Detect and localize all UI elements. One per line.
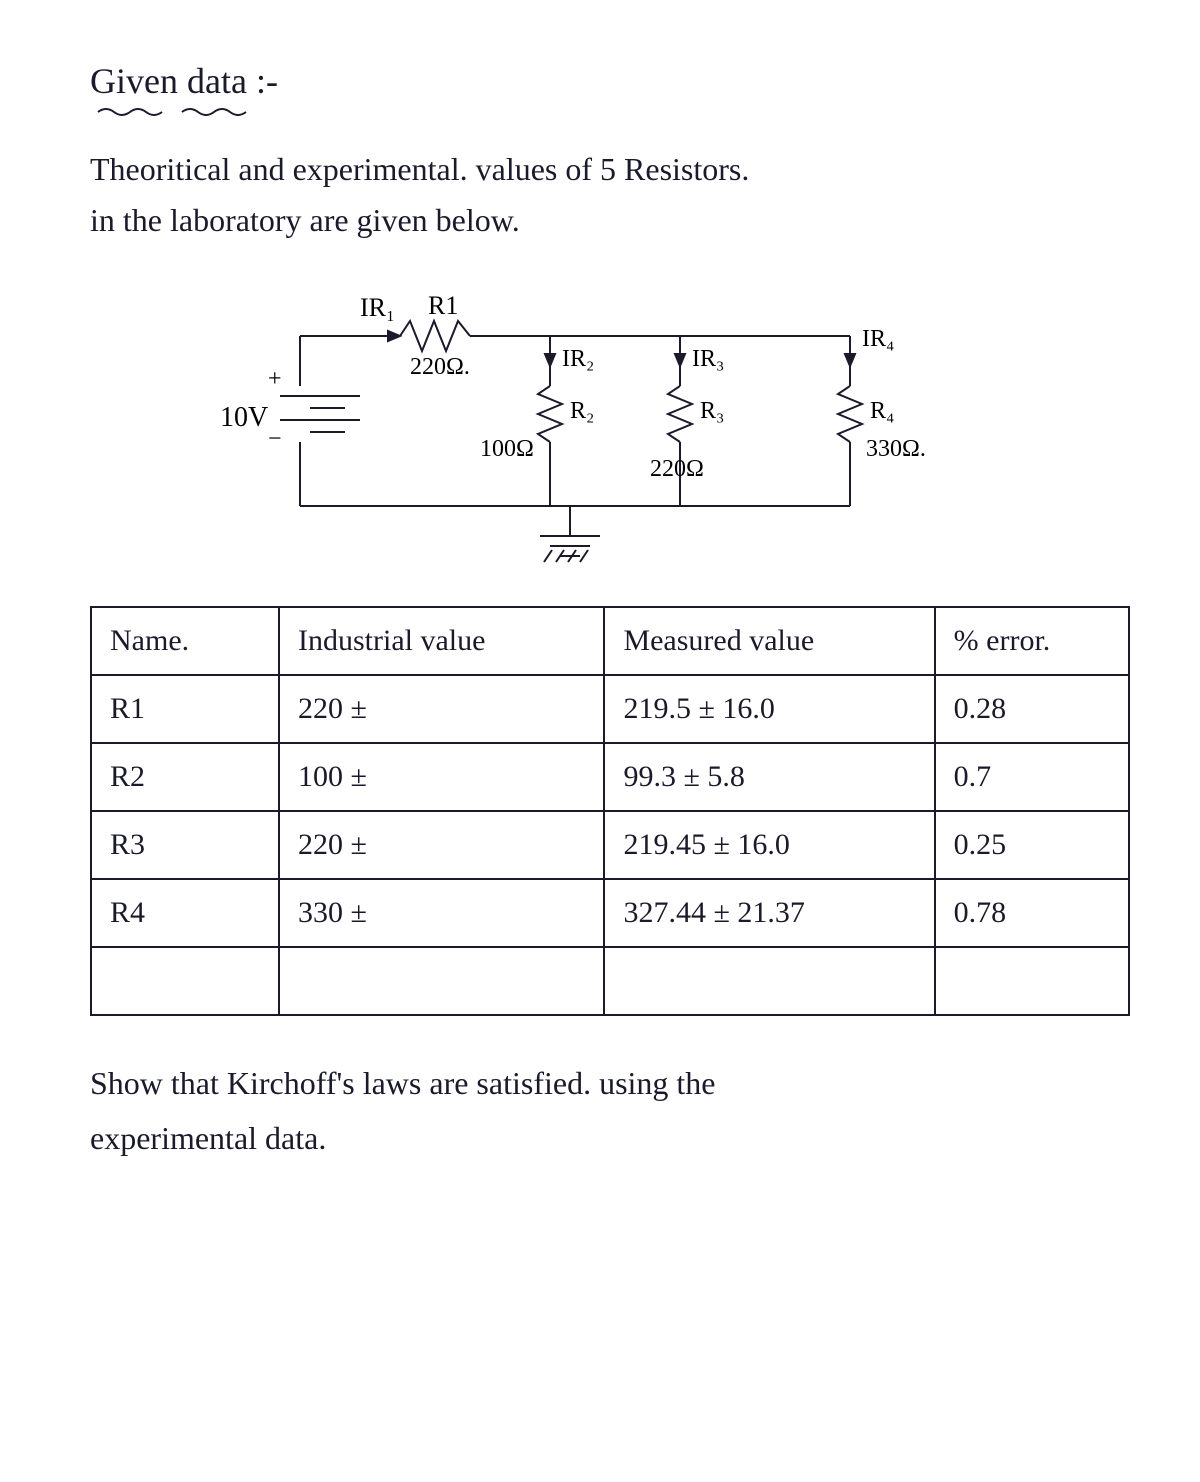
col-measured: Measured value bbox=[604, 607, 934, 675]
final-line-1: Show that Kirchoff's laws are satisfied.… bbox=[90, 1056, 1130, 1110]
cell: 0.78 bbox=[935, 879, 1129, 947]
col-error: % error. bbox=[935, 607, 1129, 675]
cell: 0.7 bbox=[935, 743, 1129, 811]
table-row: R1 220 ± 219.5 ± 16.0 0.28 bbox=[91, 675, 1129, 743]
cell: 0.28 bbox=[935, 675, 1129, 743]
cell bbox=[604, 947, 934, 1015]
intro: Theoritical and experimental. values of … bbox=[90, 144, 1130, 246]
label-ir1: IR₁ bbox=[360, 293, 395, 322]
cell: 219.5 ± 16.0 bbox=[604, 675, 934, 743]
cell: 220 ± bbox=[279, 811, 604, 879]
cell bbox=[279, 947, 604, 1015]
table-row: R3 220 ± 219.45 ± 16.0 0.25 bbox=[91, 811, 1129, 879]
cell: 100 ± bbox=[279, 743, 604, 811]
table-row-empty bbox=[91, 947, 1129, 1015]
val-r4: 330Ω. bbox=[866, 436, 926, 462]
col-name: Name. bbox=[91, 607, 279, 675]
label-ir3: IR₃ bbox=[692, 346, 724, 372]
cell: 0.25 bbox=[935, 811, 1129, 879]
table-header-row: Name. Industrial value Measured value % … bbox=[91, 607, 1129, 675]
source-plus: + bbox=[268, 366, 282, 392]
col-industrial: Industrial value bbox=[279, 607, 604, 675]
underline-squiggle bbox=[96, 104, 316, 118]
val-r3: 220Ω bbox=[650, 456, 704, 482]
resistor-table: Name. Industrial value Measured value % … bbox=[90, 606, 1130, 1016]
label-r4: R₄ bbox=[870, 398, 894, 424]
cell: R3 bbox=[91, 811, 279, 879]
cell: R2 bbox=[91, 743, 279, 811]
cell: R4 bbox=[91, 879, 279, 947]
label-r3: R₃ bbox=[700, 398, 724, 424]
circuit-diagram: IR₁ R1 220Ω. IR₂ R₂ 100Ω IR₃ R₃ 220Ω IR₄… bbox=[210, 266, 930, 586]
label-r2: R₂ bbox=[570, 398, 594, 424]
label-r1: R1 bbox=[428, 291, 458, 320]
label-ir2: IR₂ bbox=[562, 346, 594, 372]
val-r1: 220Ω. bbox=[410, 354, 470, 380]
cell: 219.45 ± 16.0 bbox=[604, 811, 934, 879]
cell bbox=[91, 947, 279, 1015]
cell: 220 ± bbox=[279, 675, 604, 743]
cell: 330 ± bbox=[279, 879, 604, 947]
val-r2: 100Ω bbox=[480, 436, 534, 462]
cell: 99.3 ± 5.8 bbox=[604, 743, 934, 811]
table-row: R4 330 ± 327.44 ± 21.37 0.78 bbox=[91, 879, 1129, 947]
cell: 327.44 ± 21.37 bbox=[604, 879, 934, 947]
heading: Given data :- bbox=[90, 60, 1130, 102]
final-instruction: Show that Kirchoff's laws are satisfied.… bbox=[90, 1056, 1130, 1165]
label-ir4: IR₄ bbox=[862, 326, 894, 352]
table-row: R2 100 ± 99.3 ± 5.8 0.7 bbox=[91, 743, 1129, 811]
cell: R1 bbox=[91, 675, 279, 743]
intro-line-1: Theoritical and experimental. values of … bbox=[90, 144, 1130, 195]
source-label: 10V bbox=[220, 402, 268, 433]
cell bbox=[935, 947, 1129, 1015]
source-minus: − bbox=[268, 426, 282, 452]
final-line-2: experimental data. bbox=[90, 1111, 1130, 1165]
intro-line-2: in the laboratory are given below. bbox=[90, 195, 1130, 246]
